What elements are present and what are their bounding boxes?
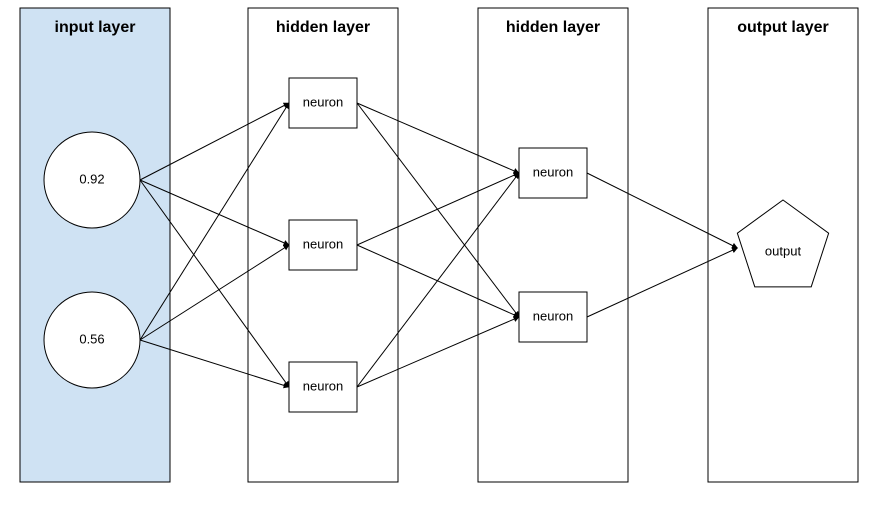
layer-hidden2: hidden layer	[478, 8, 628, 482]
edges-group	[140, 103, 737, 387]
layer-title-input: input layer	[55, 19, 136, 36]
layer-title-hidden1: hidden layer	[276, 19, 370, 36]
node-h2a: neuron	[519, 148, 587, 198]
node-i2: 0.56	[44, 292, 140, 388]
node-h2b: neuron	[519, 292, 587, 342]
node-label-h2b: neuron	[533, 308, 573, 323]
node-h1b: neuron	[289, 220, 357, 270]
node-label-i1: 0.92	[79, 171, 104, 186]
node-label-i2: 0.56	[79, 331, 104, 346]
node-label-h2a: neuron	[533, 164, 573, 179]
node-h1a: neuron	[289, 78, 357, 128]
node-i1: 0.92	[44, 132, 140, 228]
layer-title-hidden2: hidden layer	[506, 19, 600, 36]
neural-network-diagram: input layer hidden layer hidden layer outpu…	[0, 0, 882, 516]
node-h1c: neuron	[289, 362, 357, 412]
node-label-h1b: neuron	[303, 236, 343, 251]
node-label-out: output	[765, 243, 802, 258]
node-label-h1a: neuron	[303, 94, 343, 109]
layer-input: input layer	[20, 8, 170, 482]
node-label-h1c: neuron	[303, 378, 343, 393]
layer-title-output: output layer	[737, 19, 829, 36]
